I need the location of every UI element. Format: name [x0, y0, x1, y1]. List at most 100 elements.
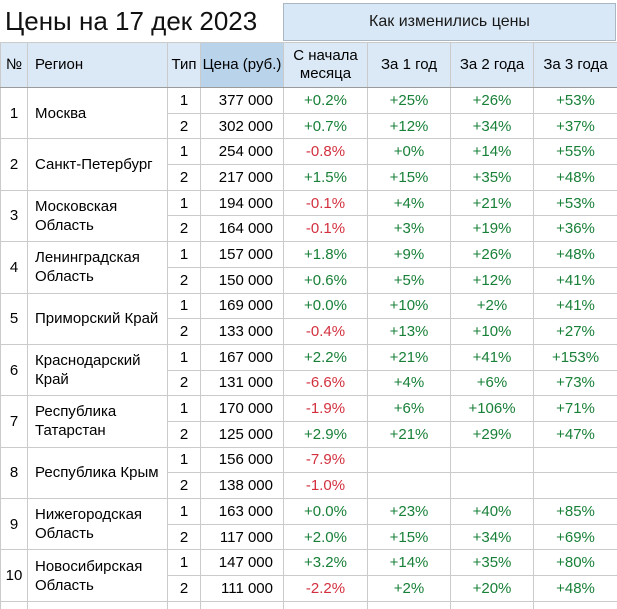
change-3y-cell: +53%	[533, 87, 617, 114]
price-cell: 377 000	[200, 87, 284, 114]
change-3y-cell	[533, 472, 617, 499]
change-month-cell: +1.5%	[283, 164, 368, 191]
changes-banner: Как изменились цены	[283, 3, 616, 41]
change-1y-cell: +5%	[367, 266, 451, 294]
change-1y-cell: +9%	[367, 241, 451, 268]
price-cell: 157 000	[200, 241, 284, 268]
change-month-cell: -0.1%	[283, 215, 368, 243]
type-cell: 1	[167, 498, 201, 525]
col-header-month: С начала месяца	[283, 42, 368, 88]
type-cell: 1	[167, 87, 201, 114]
change-3y-cell: +48%	[533, 164, 617, 191]
change-2y-cell: +19%	[450, 215, 534, 243]
change-month-cell: +0.0%	[283, 498, 368, 525]
change-3y-cell: +55%	[533, 138, 617, 166]
header-area: Цены на 17 дек 2023 Как изменились цены	[0, 0, 617, 42]
table-row: 5 Приморский Край 1 169 000 +0.0% +10% +…	[0, 292, 617, 345]
table-row: 6 Краснодарский Край 1 167 000 +2.2% +21…	[0, 343, 617, 397]
region-number: 4	[0, 241, 28, 294]
region-name: Краснодарский Край	[27, 343, 168, 397]
change-2y-cell: +6%	[450, 369, 534, 397]
price-cell: 254 000	[200, 138, 284, 166]
change-month-cell: +2.9%	[283, 420, 368, 448]
region-number: 6	[0, 343, 28, 397]
price-cell: 163 000	[200, 498, 284, 525]
change-3y-cell: +53%	[533, 189, 617, 217]
change-1y-cell: +12%	[367, 112, 451, 140]
table-row: 4 Ленинградская Область 1 157 000 +1.8% …	[0, 241, 617, 294]
change-1y-cell: +21%	[367, 343, 451, 371]
change-month-cell: +2.2%	[283, 343, 368, 371]
change-3y-cell: +48%	[533, 575, 617, 602]
price-cell: 167 000	[200, 343, 284, 371]
table-row: 3 Московская Область 1 194 000 -0.1% +4%…	[0, 189, 617, 243]
change-1y-cell: +6%	[367, 395, 451, 422]
price-cell: 117 000	[200, 523, 284, 551]
price-cell: 169 000	[200, 292, 284, 320]
change-month-cell: -2.2%	[283, 575, 368, 602]
price-cell: 156 000	[200, 446, 284, 474]
col-header-region: Регион	[27, 42, 168, 88]
change-3y-cell: +47%	[533, 420, 617, 448]
table-row: 2 117 000 +2.0% +15% +34% +69%	[1, 523, 617, 551]
type-cell: 2	[167, 266, 201, 294]
type-cell: 1	[167, 138, 201, 166]
region-number: 7	[0, 395, 28, 448]
change-1y-cell: +25%	[367, 87, 451, 114]
price-cell: 302 000	[200, 112, 284, 140]
change-month-cell: +1.8%	[283, 241, 368, 268]
region-name: Приморский Край	[27, 292, 168, 345]
change-month-cell: +0.0%	[283, 292, 368, 320]
change-1y-cell: +15%	[367, 523, 451, 551]
price-cell: 194 000	[200, 189, 284, 217]
change-2y-cell: +40%	[450, 498, 534, 525]
change-2y-cell: +2%	[450, 292, 534, 320]
price-cell: 111 000	[200, 575, 284, 602]
change-2y-cell: +35%	[450, 164, 534, 191]
change-2y-cell: +41%	[450, 343, 534, 371]
type-cell: 2	[167, 575, 201, 602]
change-month-cell: +0.6%	[283, 266, 368, 294]
change-2y-cell: +21%	[450, 189, 534, 217]
change-3y-cell: +37%	[533, 112, 617, 140]
col-header-price: Цена (руб.)	[200, 42, 284, 88]
table-row: 2 125 000 +2.9% +21% +29% +47%	[1, 420, 617, 448]
type-cell: 2	[167, 215, 201, 243]
type-cell: 2	[167, 472, 201, 499]
change-2y-cell: +26%	[450, 241, 534, 268]
table-row: 2 164 000 -0.1% +3% +19% +36%	[1, 215, 617, 243]
col-header-type: Тип	[167, 42, 201, 88]
price-cell: 170 000	[200, 395, 284, 422]
price-cell: 217 000	[200, 164, 284, 191]
change-1y-cell: +14%	[367, 549, 451, 577]
type-cell: 1	[167, 292, 201, 320]
col-header-year1: За 1 год	[367, 42, 451, 88]
region-name: Новосибирская Область	[27, 549, 168, 602]
region-number: 1	[0, 86, 28, 140]
change-2y-cell: +35%	[450, 549, 534, 577]
change-2y-cell: +34%	[450, 523, 534, 551]
col-header-num: №	[0, 42, 28, 88]
type-cell: 1	[167, 395, 201, 422]
region-name: Санкт-Петербург	[27, 138, 168, 191]
price-cell: 150 000	[200, 266, 284, 294]
change-2y-cell: +20%	[450, 575, 534, 602]
change-3y-cell: +41%	[533, 292, 617, 320]
type-cell: 1	[167, 446, 201, 474]
table-row: 9 Нижегородская Область 1 163 000 +0.0% …	[0, 497, 617, 551]
region-name: Ленинградская Область	[27, 241, 168, 294]
table-row: 2 138 000 -1.0%	[1, 472, 617, 499]
type-cell: 2	[167, 369, 201, 397]
change-1y-cell: +3%	[367, 215, 451, 243]
price-cell: 138 000	[200, 472, 284, 499]
region-number: 2	[0, 138, 28, 191]
region-name: Московская Область	[27, 189, 168, 243]
table-row: 7 Республика Татарстан 1 170 000 -1.9% +…	[0, 395, 617, 448]
page-title: Цены на 17 дек 2023	[5, 5, 258, 36]
change-1y-cell: +15%	[367, 164, 451, 191]
type-cell: 1	[167, 241, 201, 268]
change-1y-cell	[367, 446, 451, 474]
change-1y-cell: +23%	[367, 498, 451, 525]
type-cell: 1	[167, 189, 201, 217]
